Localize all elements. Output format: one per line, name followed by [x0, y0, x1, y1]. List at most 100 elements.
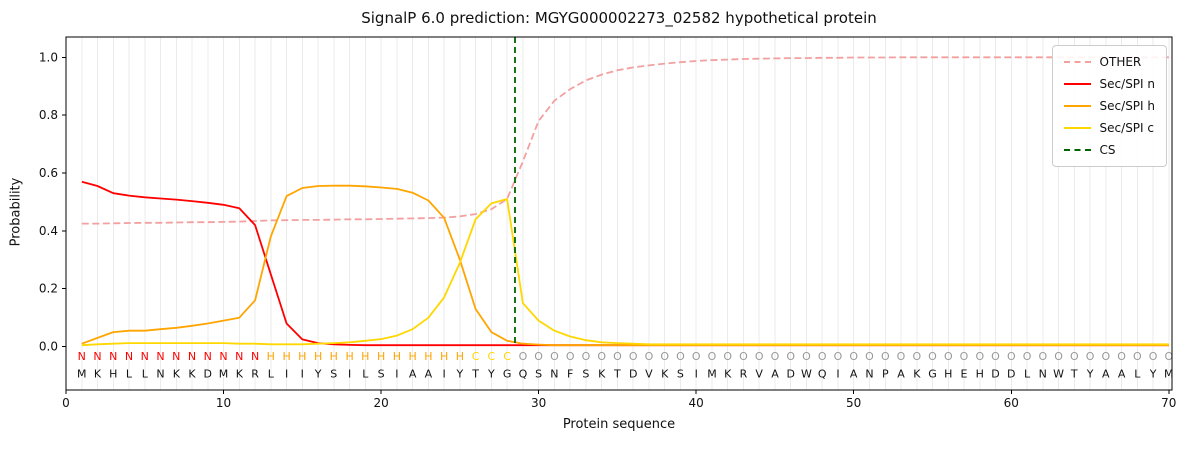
residue-letter: W	[1053, 368, 1064, 381]
series-line-other	[81, 56, 1169, 225]
residue-letter: K	[94, 368, 102, 381]
region-letter: O	[723, 350, 732, 363]
region-letter: H	[361, 350, 369, 363]
region-letter: O	[566, 350, 575, 363]
x-tick-label: 70	[1161, 396, 1176, 410]
residue-letter: T	[471, 368, 479, 381]
residue-letter: H	[109, 368, 117, 381]
residue-letter: R	[740, 368, 748, 381]
region-letter: H	[408, 350, 416, 363]
residue-letter: D	[991, 368, 999, 381]
legend-label: CS	[1099, 143, 1116, 157]
x-tick-label: 60	[1004, 396, 1019, 410]
residue-letter: I	[695, 368, 698, 381]
residue-letter: K	[661, 368, 669, 381]
region-letter: O	[755, 350, 764, 363]
residue-letter: I	[301, 368, 304, 381]
region-letter: H	[314, 350, 322, 363]
region-letter: O	[692, 350, 701, 363]
residue-letter: Y	[487, 368, 495, 381]
region-letter: N	[156, 350, 164, 363]
region-letter: O	[928, 350, 937, 363]
region-letter: N	[125, 350, 133, 363]
region-letter: O	[676, 350, 685, 363]
region-letter: O	[519, 350, 528, 363]
residue-letter: M	[707, 368, 717, 381]
region-letter: O	[1070, 350, 1079, 363]
region-letter: N	[141, 350, 149, 363]
region-letter: N	[172, 350, 180, 363]
region-letter: O	[1007, 350, 1016, 363]
region-letter: O	[865, 350, 874, 363]
residue-letter: L	[142, 368, 149, 381]
residue-letter: K	[598, 368, 606, 381]
y-tick-label: 1.0	[39, 50, 58, 64]
residue-letter: V	[645, 368, 653, 381]
y-tick-label: 0.6	[39, 166, 58, 180]
region-letter: N	[109, 350, 117, 363]
region-letter: O	[881, 350, 890, 363]
residue-letter: Q	[818, 368, 827, 381]
residue-letter: Y	[456, 368, 464, 381]
residue-letter: D	[1007, 368, 1015, 381]
residue-letter: H	[944, 368, 952, 381]
region-letter: H	[282, 350, 290, 363]
legend-label: Sec/SPI c	[1099, 121, 1154, 135]
residue-letter: Y	[1149, 368, 1157, 381]
residue-letter: N	[865, 368, 873, 381]
residue-letter: W	[801, 368, 812, 381]
region-letter: H	[298, 350, 306, 363]
region-letter: N	[219, 350, 227, 363]
region-letter: C	[503, 350, 511, 363]
region-letter: O	[849, 350, 858, 363]
residue-letter: A	[425, 368, 433, 381]
residue-letter: A	[1118, 368, 1126, 381]
region-letter: H	[440, 350, 448, 363]
residue-letter: K	[236, 368, 244, 381]
region-letter: O	[786, 350, 795, 363]
residue-letter: L	[1134, 368, 1141, 381]
residue-letter: K	[173, 368, 181, 381]
x-tick-label: 30	[531, 396, 546, 410]
plot-title: SignalP 6.0 prediction: MGYG000002273_02…	[361, 9, 877, 27]
residue-letter: D	[204, 368, 212, 381]
region-letter: O	[1054, 350, 1063, 363]
residue-letter: N	[156, 368, 164, 381]
region-letter: N	[204, 350, 212, 363]
residue-letter: A	[850, 368, 858, 381]
region-letter: N	[93, 350, 101, 363]
region-letter: O	[1086, 350, 1095, 363]
residue-letter: L	[268, 368, 275, 381]
residue-letter: D	[786, 368, 794, 381]
residue-letter: S	[535, 368, 542, 381]
residue-letter: T	[613, 368, 621, 381]
legend-line-sample	[1063, 83, 1091, 85]
legend-line-sample	[1063, 149, 1091, 151]
series-line-sec-spi-c	[81, 198, 1169, 347]
legend-box: OTHER Sec/SPI n Sec/SPI h Sec/SPI c CS	[1051, 45, 1167, 167]
region-letter: O	[660, 350, 669, 363]
legend-line-sample	[1063, 61, 1091, 63]
residue-letter: I	[442, 368, 445, 381]
region-letter: O	[739, 350, 748, 363]
y-tick-label: 0.0	[39, 340, 58, 354]
region-letter: O	[1101, 350, 1110, 363]
region-letter: H	[267, 350, 275, 363]
legend-label: Sec/SPI h	[1099, 99, 1155, 113]
region-letter: O	[1117, 350, 1126, 363]
residue-letter: I	[285, 368, 288, 381]
y-tick-label: 0.8	[39, 108, 58, 122]
residue-letter: G	[503, 368, 512, 381]
legend-line-sample	[1063, 127, 1091, 129]
series-line-sec-spi-n	[81, 180, 1169, 347]
region-letter: H	[393, 350, 401, 363]
region-letter: O	[912, 350, 921, 363]
series-line-sec-spi-h	[81, 184, 1169, 347]
region-letter: O	[597, 350, 606, 363]
residue-letter: F	[567, 368, 573, 381]
region-letter: O	[1023, 350, 1032, 363]
residue-letter: S	[330, 368, 337, 381]
residue-letter: Y	[1086, 368, 1094, 381]
residue-letter: T	[1070, 368, 1078, 381]
